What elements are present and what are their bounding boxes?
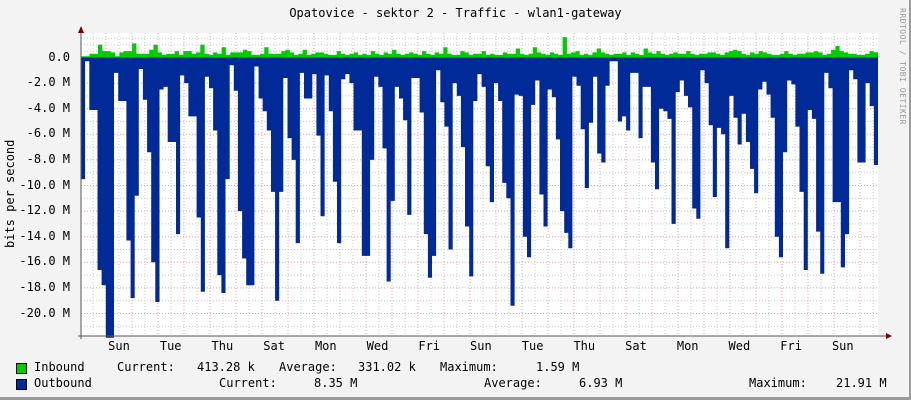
outbound-maximum-value: 21.91 M bbox=[836, 376, 887, 390]
outbound-area bbox=[81, 57, 878, 338]
x-tick-label: Sun bbox=[831, 339, 854, 353]
x-tick-label: Tue bbox=[521, 339, 544, 353]
y-tick-label: 0.0 bbox=[48, 49, 70, 64]
inbound-current-label: Current: bbox=[117, 360, 175, 374]
y-tick-label: -12.0 M bbox=[19, 203, 70, 218]
x-tick-label: Tue bbox=[159, 339, 182, 353]
outbound-maximum-label: Maximum: bbox=[749, 376, 807, 390]
outbound-label: Outbound bbox=[34, 376, 92, 390]
y-tick-label: -2.0 M bbox=[26, 75, 70, 90]
y-tick-label: -16.0 M bbox=[19, 254, 70, 269]
x-tick-label: Sat bbox=[263, 339, 285, 353]
series-areas bbox=[81, 37, 878, 338]
x-tick-label: Fri bbox=[418, 339, 441, 353]
inbound-current-value: 413.28 k bbox=[197, 360, 255, 374]
x-tick-label: Sat bbox=[625, 339, 647, 353]
outbound-average-value: 6.93 M bbox=[579, 376, 623, 390]
inbound-area bbox=[81, 37, 878, 58]
y-tick-label: -14.0 M bbox=[19, 228, 70, 243]
y-tick-label: -20.0 M bbox=[19, 305, 70, 320]
inbound-maximum-value: 1.59 M bbox=[536, 360, 580, 374]
y-tick-label: -6.0 M bbox=[26, 126, 70, 141]
outbound-current-label: Current: bbox=[219, 376, 277, 390]
chart-title: Opatovice - sektor 2 - Traffic - wlan1-g… bbox=[289, 6, 622, 20]
x-tick-label: Thu bbox=[573, 339, 596, 353]
x-tick-label: Thu bbox=[211, 339, 234, 353]
outbound-current-value: 8.35 M bbox=[314, 376, 358, 390]
axes bbox=[78, 26, 892, 339]
outbound-swatch bbox=[16, 379, 27, 390]
inbound-average-label: Average: bbox=[279, 360, 337, 374]
inbound-maximum-label: Maximum: bbox=[440, 360, 498, 374]
y-tick-label: -10.0 M bbox=[19, 177, 70, 192]
outbound-average-label: Average: bbox=[484, 376, 542, 390]
inbound-average-value: 331.02 k bbox=[358, 360, 416, 374]
x-tick-label: Sun bbox=[108, 339, 130, 353]
x-tick-label: Wed bbox=[728, 339, 751, 353]
rrdtool-watermark: RRDTOOL / TOBI OETIKER bbox=[898, 8, 907, 125]
x-tick-label: Mon bbox=[676, 339, 699, 353]
x-tick-label: Wed bbox=[366, 339, 389, 353]
y-tick-label: -4.0 M bbox=[26, 100, 70, 115]
inbound-swatch bbox=[16, 363, 27, 374]
inbound-label: Inbound bbox=[34, 360, 85, 374]
y-tick-label: -8.0 M bbox=[26, 151, 70, 166]
x-tick-label: Mon bbox=[314, 339, 337, 353]
y-tick-label: -18.0 M bbox=[19, 279, 70, 294]
x-tick-label: Sun bbox=[470, 339, 492, 353]
x-tick-label: Fri bbox=[780, 339, 802, 353]
